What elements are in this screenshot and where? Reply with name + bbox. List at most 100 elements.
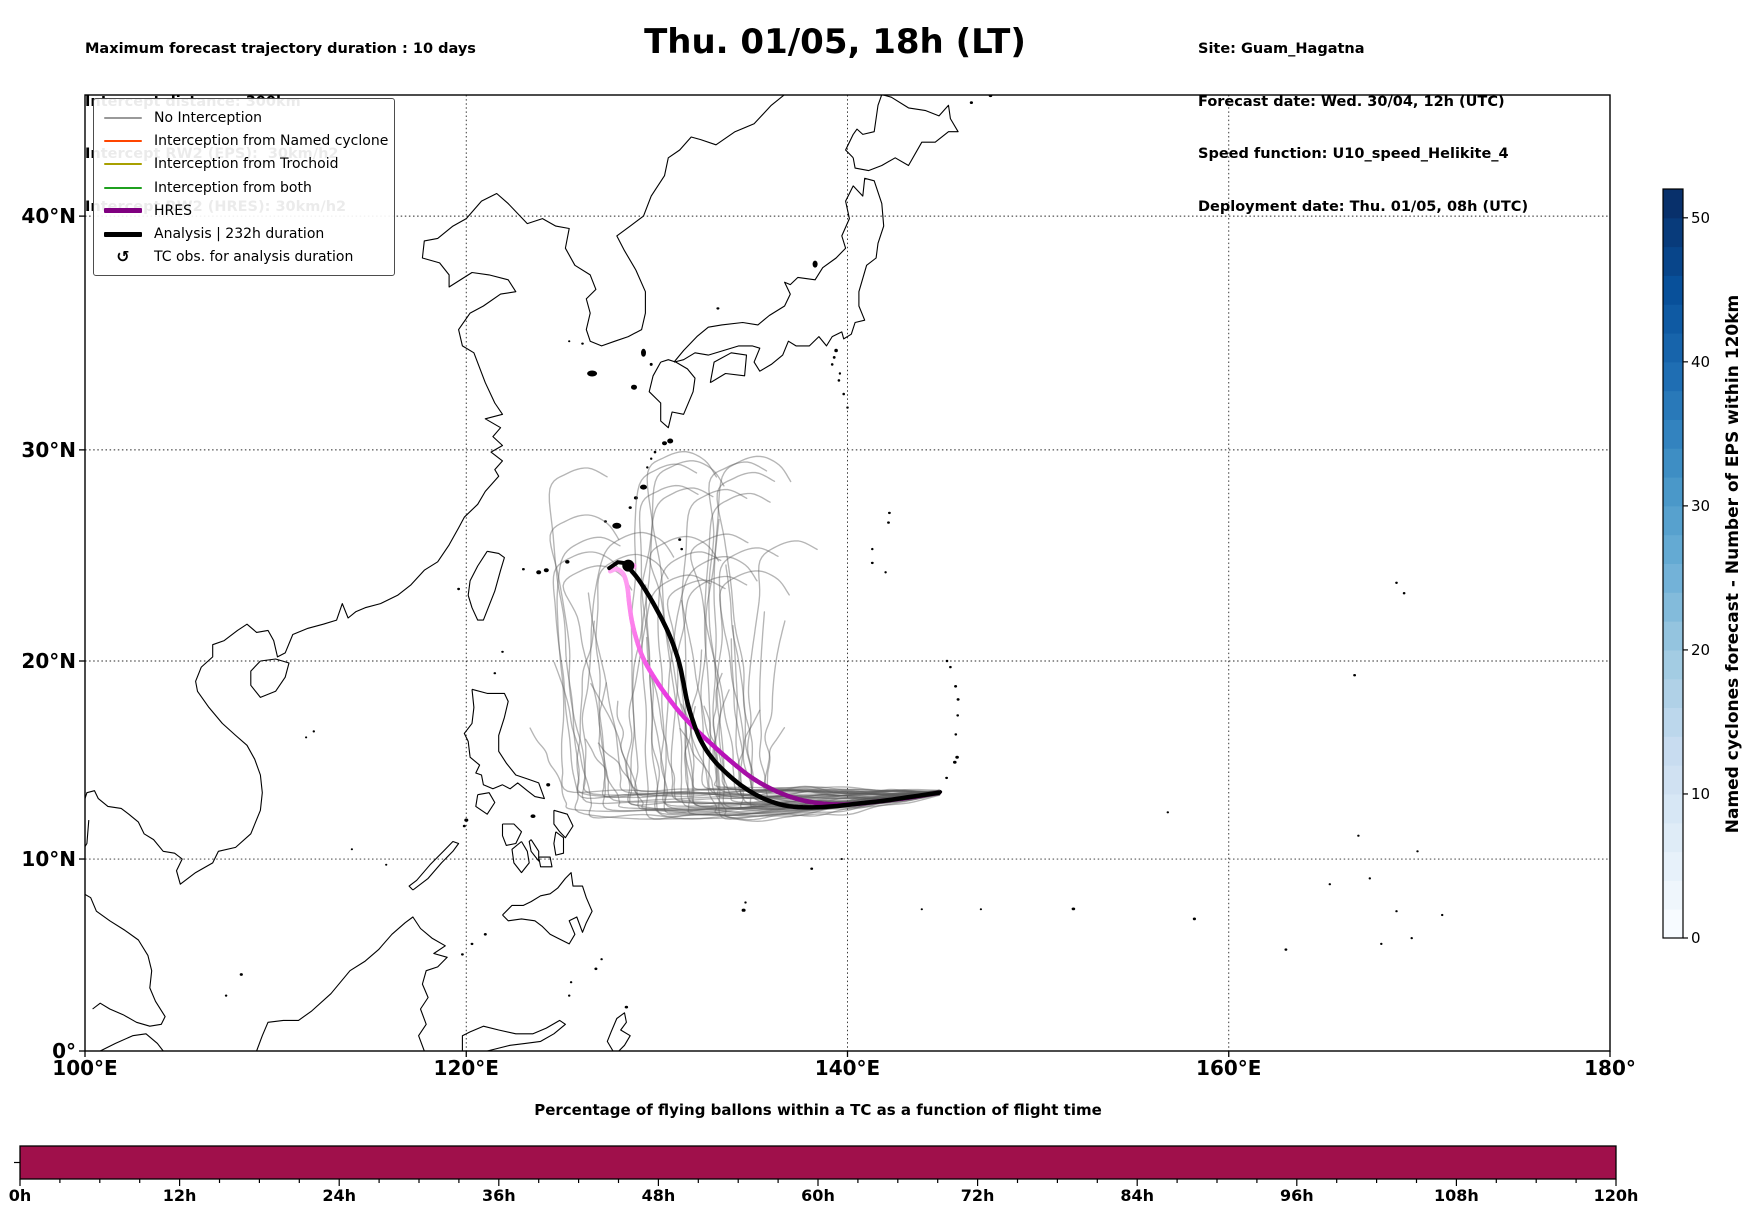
island-speck	[224, 994, 228, 997]
legend-line-swatch	[104, 231, 142, 237]
island-speck	[846, 406, 849, 409]
bottom-bar-chart	[14, 1145, 1617, 1186]
eps-member-track	[716, 547, 941, 811]
eps-member-track	[595, 553, 940, 815]
coastline	[538, 856, 553, 868]
island-speck	[1071, 907, 1076, 911]
island-speck	[1353, 674, 1356, 677]
island-speck	[628, 506, 632, 509]
eps-member-track	[590, 683, 940, 812]
eps-member-track	[548, 467, 940, 800]
island-speck	[600, 958, 603, 961]
legend-line	[104, 163, 142, 166]
header-line: Speed function: U10_speed_Helikite_4	[1198, 146, 1509, 162]
island-speck	[546, 783, 551, 787]
island-speck	[649, 362, 653, 366]
island-speck	[956, 698, 960, 701]
y-axis-label: 20°N	[21, 649, 76, 673]
y-axis-label: 10°N	[21, 847, 76, 872]
eps-member-track	[641, 460, 940, 820]
island-speck	[945, 659, 949, 663]
legend-label: TC obs. for analysis duration	[154, 249, 354, 266]
legend-line	[104, 186, 142, 189]
eps-member-track	[657, 551, 940, 812]
island-speck	[565, 560, 570, 564]
eps-member-track	[632, 487, 940, 797]
island-speck	[1395, 581, 1398, 584]
island-speck	[716, 307, 720, 310]
island-speck	[954, 733, 958, 736]
eps-member-track	[758, 611, 940, 797]
eps-member-track	[616, 700, 940, 814]
eps-member-track	[713, 518, 941, 793]
eps-member-track	[737, 709, 940, 810]
island-speck	[462, 824, 466, 828]
island-speck	[594, 967, 598, 971]
eps-member-track	[703, 492, 940, 798]
eps-member-track	[549, 514, 940, 805]
coastline	[528, 839, 540, 862]
island-speck	[312, 730, 315, 733]
bottom-axis-tick-label: 84h	[1120, 1186, 1155, 1205]
eps-member-track	[630, 463, 940, 796]
bottom-axis-tick-label: 72h	[960, 1186, 995, 1205]
eps-member-track	[703, 705, 940, 804]
header-right-block: Site: Guam_Hagatna Forecast date: Wed. 3…	[1198, 6, 1528, 251]
eps-member-track	[690, 649, 940, 797]
island-speck	[956, 714, 959, 717]
island-speck	[1368, 877, 1372, 880]
island-speck	[887, 521, 890, 524]
y-axis-label: 0°	[52, 1039, 76, 1063]
island-speck	[945, 776, 948, 780]
eps-member-track	[650, 674, 940, 804]
island-speck	[935, 789, 943, 795]
hres-end-dot	[630, 563, 637, 570]
island-speck	[1284, 948, 1288, 951]
map-legend: No Interception Interception from Named c…	[93, 98, 395, 277]
island-speck	[493, 672, 497, 675]
eps-member-track	[576, 620, 940, 799]
legend-line-swatch	[104, 163, 142, 166]
colorbar-tick-label: 40	[1691, 352, 1711, 371]
island-speck	[581, 342, 584, 345]
island-speck	[631, 384, 637, 390]
island-speck	[888, 511, 891, 515]
eps-member-track	[645, 636, 940, 815]
colorbar-label: Named cyclones forecast - Number of EPS …	[1723, 294, 1743, 834]
island-speck	[955, 755, 959, 759]
page-title: Thu. 01/05, 18h (LT)	[644, 22, 1026, 62]
eps-member-track	[649, 535, 941, 807]
coastline	[85, 820, 166, 1027]
eps-member-track	[638, 484, 941, 817]
x-axis-label: 120°E	[433, 1056, 499, 1080]
eps-member-track	[681, 488, 940, 808]
island-speck	[624, 1005, 629, 1009]
island-speck	[587, 370, 598, 377]
y-axis-label: 30°N	[21, 437, 76, 462]
hres-track	[607, 563, 942, 807]
island-speck	[612, 522, 622, 529]
bottom-axis-tick-label: 48h	[641, 1186, 676, 1205]
tc-obs-icon: ↺	[104, 249, 142, 265]
colorbar-tick-label: 50	[1691, 208, 1711, 227]
legend-label: Analysis | 232h duration	[154, 226, 325, 243]
island-speck	[810, 867, 814, 870]
island-speck	[1416, 850, 1419, 853]
bottom-axis-tick-label: 120h	[1593, 1186, 1639, 1205]
legend-item: Interception from Trochoid	[104, 153, 384, 176]
coastline	[709, 352, 748, 384]
island-speck	[1380, 942, 1383, 946]
island-speck	[920, 908, 923, 911]
island-speck	[949, 665, 952, 669]
flight-time-bar	[20, 1146, 1616, 1179]
colorbar-tick-label: 10	[1691, 784, 1711, 803]
island-speck	[680, 547, 683, 551]
island-speck	[1166, 811, 1170, 814]
coastline	[99, 1033, 164, 1051]
island-speck	[842, 392, 845, 396]
eps-member-track	[598, 682, 940, 800]
island-speck	[830, 363, 834, 366]
island-speck	[1357, 834, 1360, 837]
island-speck	[461, 953, 464, 956]
eps-ensemble-tracks	[529, 451, 941, 822]
